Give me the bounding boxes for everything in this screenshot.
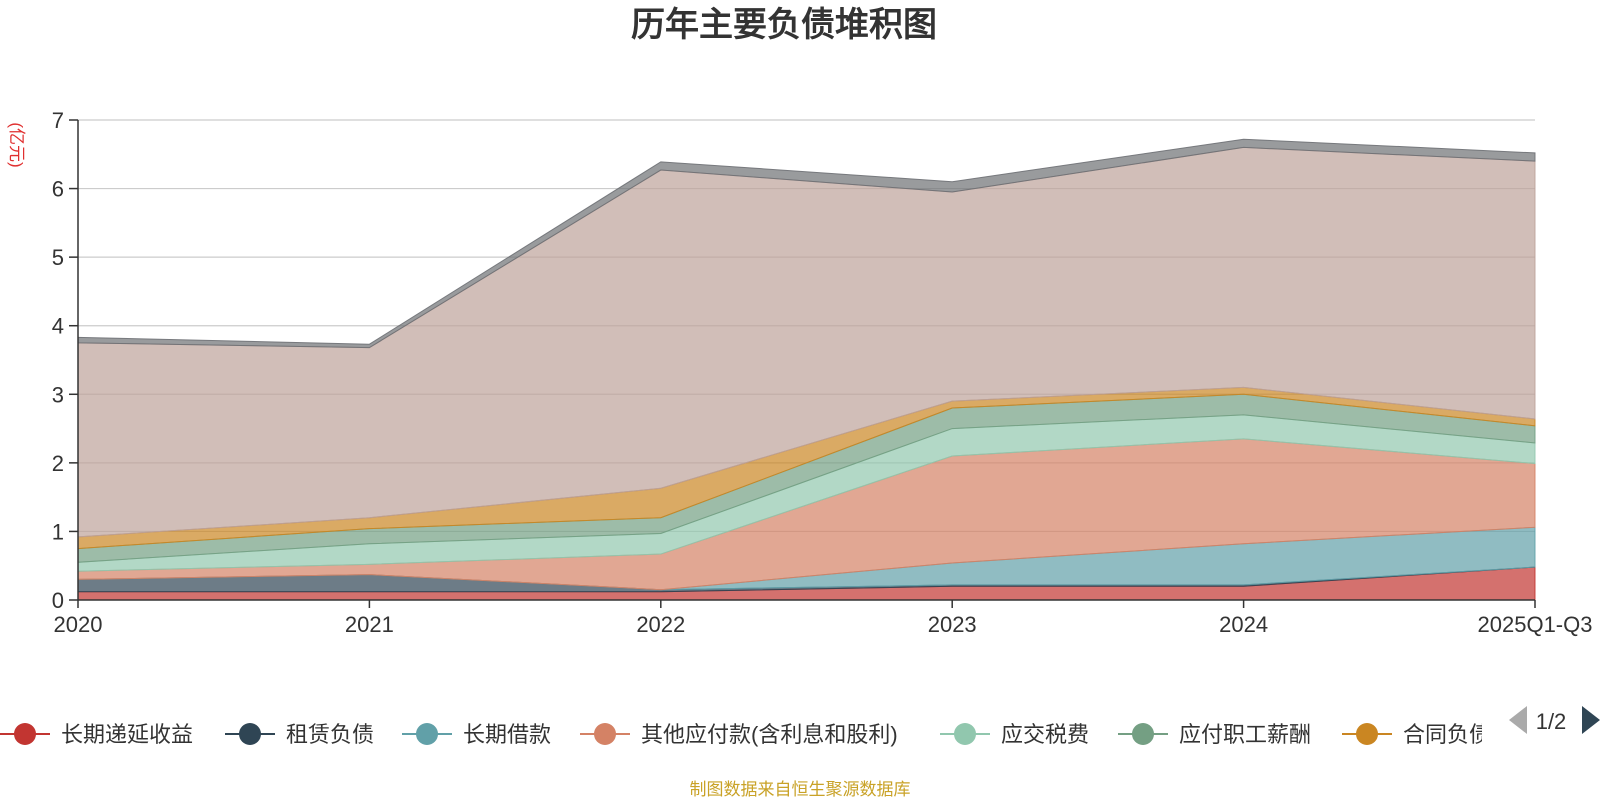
legend-page-indicator: 1/2 (1536, 709, 1567, 734)
data-source-note: 制图数据来自恒生聚源数据库 (690, 780, 911, 799)
chart-title: 历年主要负债堆积图 (631, 6, 937, 44)
legend-marker-2 (416, 723, 438, 745)
legend-item-1[interactable]: 租赁负债 (225, 722, 374, 747)
x-tick-label-1: 2021 (345, 612, 394, 637)
x-tick-label-4: 2024 (1219, 612, 1268, 637)
legend-label-4: 应交税费 (1001, 722, 1089, 747)
x-tick-label-2: 2022 (636, 612, 685, 637)
legend-marker-6 (1356, 723, 1378, 745)
legend-label-2: 长期借款 (463, 722, 551, 747)
stacked-areas (77, 138, 1536, 601)
y-tick-label-6: 6 (52, 177, 64, 202)
y-tick-label-3: 3 (52, 382, 64, 407)
legend-item-4[interactable]: 应交税费 (940, 722, 1089, 747)
x-tick-label-0: 2020 (54, 612, 103, 637)
legend-item-2[interactable]: 长期借款 (402, 722, 551, 747)
legend-marker-5 (1132, 723, 1154, 745)
legend-label-0: 长期递延收益 (61, 722, 193, 747)
legend-item-3[interactable]: 其他应付款(含利息和股利) (580, 722, 898, 747)
y-tick-label-1: 1 (52, 519, 64, 544)
y-tick-label-0: 0 (52, 588, 64, 613)
legend-marker-4 (954, 723, 976, 745)
y-tick-label-7: 7 (52, 108, 64, 133)
legend-items: 长期递延收益 租赁负债 长期借款 其他应付款(含利息和股利) 应交税费 应付职工薪酬 合同负… (0, 722, 1491, 747)
legend-item-6[interactable]: 合同负债 (1342, 722, 1491, 747)
legend-prev-arrow-icon[interactable] (1509, 706, 1527, 734)
legend-marker-1 (239, 723, 261, 745)
y-tick-label-2: 2 (52, 451, 64, 476)
legend: 长期递延收益 租赁负债 长期借款 其他应付款(含利息和股利) 应交税费 应付职工薪酬 合同负… (0, 722, 1491, 747)
legend-label-6: 合同负债 (1403, 722, 1491, 747)
y-tick-label-5: 5 (52, 245, 64, 270)
axes (77, 120, 1535, 601)
x-tick-label-5: 2025Q1-Q3 (1478, 612, 1593, 637)
area-series-8 (77, 138, 1536, 349)
legend-next-arrow-icon[interactable] (1582, 706, 1600, 734)
y-axis-unit-label: (亿元) (7, 122, 26, 167)
x-axis-ticks: 2020 2021 2022 2023 2024 2025Q1-Q3 (54, 600, 1593, 637)
legend-label-5: 应付职工薪酬 (1179, 722, 1311, 747)
legend-marker-3 (594, 723, 616, 745)
y-tick-label-4: 4 (52, 314, 64, 339)
legend-pager: 1/2 (1509, 706, 1600, 734)
legend-item-0[interactable]: 长期递延收益 (0, 722, 193, 747)
legend-label-3: 其他应付款(含利息和股利) (641, 722, 898, 747)
legend-marker-0 (14, 723, 36, 745)
x-tick-label-3: 2023 (928, 612, 977, 637)
legend-item-5[interactable]: 应付职工薪酬 (1118, 722, 1311, 747)
y-axis-ticks: 0 1 2 3 4 5 6 7 (52, 108, 78, 613)
legend-label-1: 租赁负债 (286, 722, 374, 747)
